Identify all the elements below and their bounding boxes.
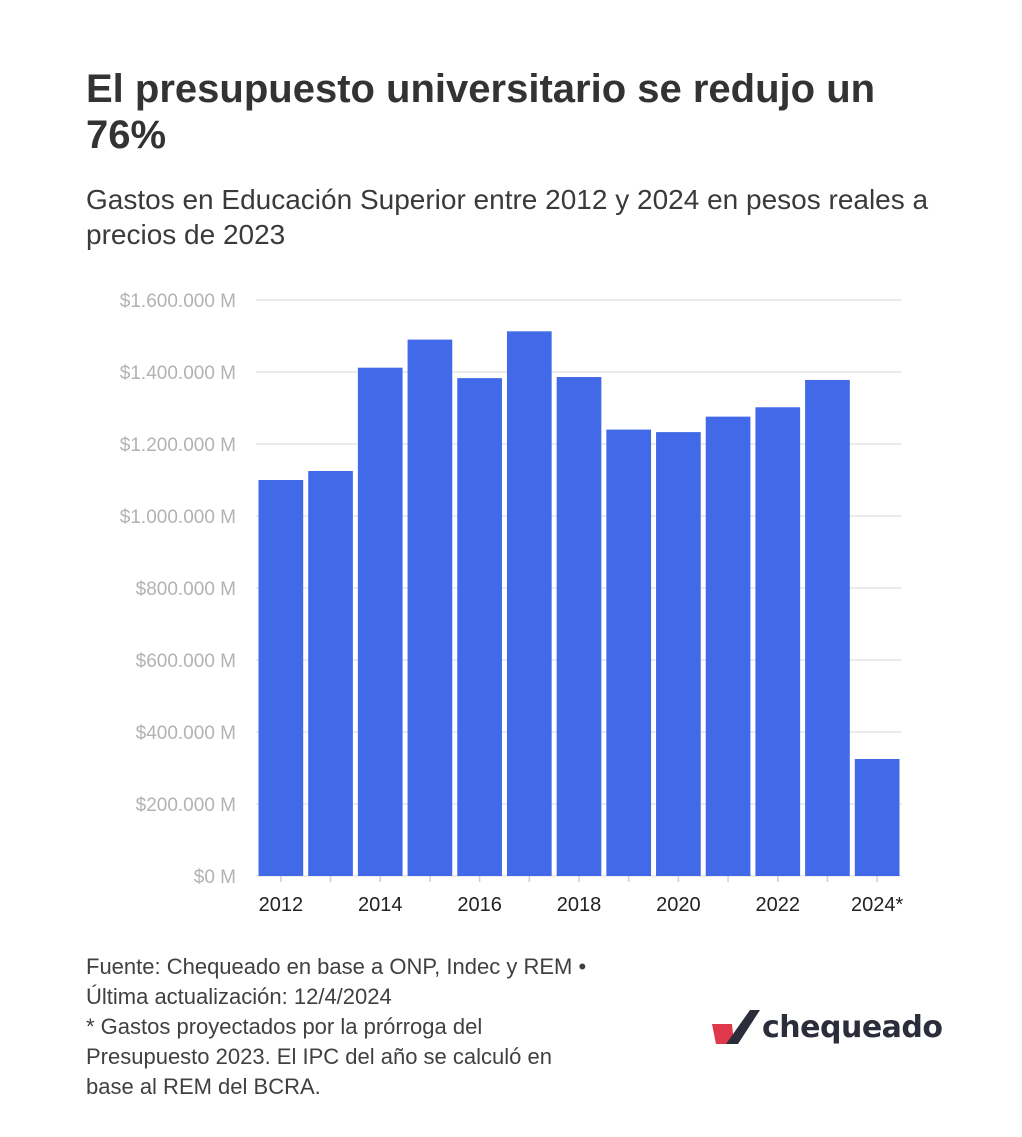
x-tick-label: 2022 <box>756 894 801 916</box>
chart-title: El presupuesto universitario se redujo u… <box>86 67 876 157</box>
y-tick-label: $1.200.000 M <box>120 435 236 456</box>
y-axis-tick-labels: $0 M $200.000 M $400.000 M $600.000 M $800.0… <box>120 291 236 888</box>
y-tick-label: $1.600.000 M <box>120 291 236 312</box>
x-tick-label: 2024* <box>851 894 903 916</box>
chequeado-logo: chequeado <box>712 1008 943 1046</box>
bar-2014 <box>357 367 403 876</box>
y-tick-label: $200.000 M <box>136 795 236 816</box>
x-tick-label: 2020 <box>656 894 701 916</box>
x-tick-label: 2012 <box>259 894 304 916</box>
y-tick-label: $600.000 M <box>136 651 236 672</box>
x-axis-tick-labels: 2012 2014 2016 2018 2020 2022 2024* <box>259 876 904 916</box>
bar-2012 <box>258 480 304 876</box>
footnote-line: * Gastos proyectados por la prórroga del <box>86 1014 483 1039</box>
bar-2015 <box>407 339 453 877</box>
chequeado-check-icon <box>712 1010 760 1044</box>
source-notes: Fuente: Chequeado en base a ONP, Indec y… <box>86 952 726 1102</box>
bar-2020 <box>656 432 701 876</box>
bar-2023 <box>805 379 850 876</box>
x-tick-label: 2014 <box>358 894 403 916</box>
bar-2019 <box>606 429 652 876</box>
chart-subtitle: Gastos en Educación Superior entre 2012 … <box>86 184 929 250</box>
x-tick-label: 2016 <box>457 894 502 916</box>
x-tick-label: 2018 <box>557 894 602 916</box>
logo-wordmark: chequeado <box>762 1009 943 1045</box>
y-tick-label: $400.000 M <box>136 723 236 744</box>
bar-2022 <box>755 407 801 876</box>
bar-2024 <box>854 759 900 876</box>
bar-2016 <box>457 378 502 876</box>
bar-2021 <box>705 416 751 876</box>
bars <box>258 331 900 877</box>
bar-chart: $0 M $200.000 M $400.000 M $600.000 M $800.0… <box>120 291 904 916</box>
bar-2017 <box>506 331 552 876</box>
y-tick-label: $1.000.000 M <box>120 507 236 528</box>
footnote-line: base al REM del BCRA. <box>86 1074 321 1099</box>
y-tick-label: $800.000 M <box>136 579 236 600</box>
y-tick-label: $1.400.000 M <box>120 363 236 384</box>
bar-2018 <box>556 377 602 876</box>
source-line: Fuente: Chequeado en base a ONP, Indec y… <box>86 954 587 979</box>
bar-2013 <box>308 471 353 876</box>
update-date-line: Última actualización: 12/4/2024 <box>86 984 392 1009</box>
y-tick-label: $0 M <box>194 867 236 888</box>
footnote-line: Presupuesto 2023. El IPC del año se calc… <box>86 1044 552 1069</box>
